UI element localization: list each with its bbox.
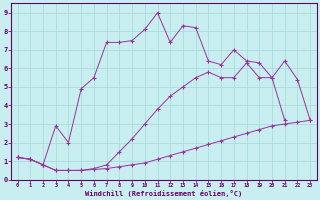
X-axis label: Windchill (Refroidissement éolien,°C): Windchill (Refroidissement éolien,°C)	[85, 190, 243, 197]
